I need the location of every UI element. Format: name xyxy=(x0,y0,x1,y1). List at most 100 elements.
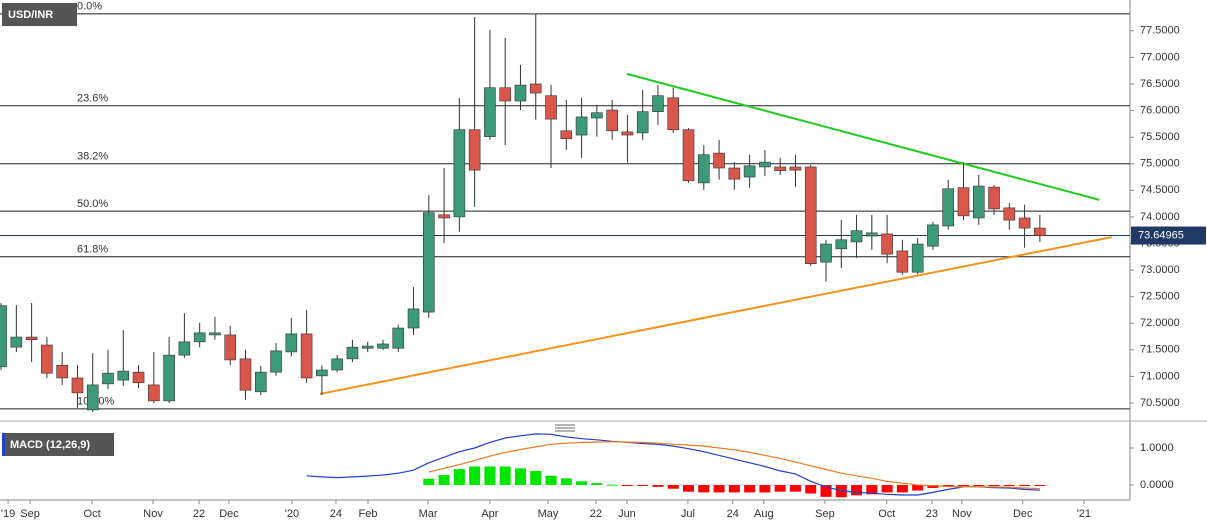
y-tick-label: 73.0000 xyxy=(1140,264,1180,276)
candle-body xyxy=(988,186,1000,210)
x-tick-label: '20 xyxy=(285,508,299,520)
candle-body xyxy=(927,224,939,247)
candle-body xyxy=(499,87,511,102)
candle-body xyxy=(285,333,298,353)
candle-body xyxy=(41,344,53,374)
y-tick-label: 72.5000 xyxy=(1140,291,1180,303)
last-price-label: 73.64965 xyxy=(1138,229,1184,241)
candle-body xyxy=(270,350,282,373)
y-tick-label: 74.5000 xyxy=(1140,184,1180,196)
histogram-bar xyxy=(1003,485,1015,487)
fib-label: 61.8% xyxy=(77,244,108,256)
indicator-line xyxy=(306,433,1040,496)
candle-body xyxy=(697,154,710,184)
histogram-bar xyxy=(973,485,985,487)
candle-body xyxy=(102,372,114,385)
candle-body xyxy=(1034,227,1046,236)
candle-body xyxy=(835,239,848,250)
y-tick-label: 75.0000 xyxy=(1140,158,1180,170)
y-tick-label: 70.5000 xyxy=(1140,397,1180,409)
trendline xyxy=(626,72,1100,201)
candle-body xyxy=(224,334,237,361)
candle-body xyxy=(713,152,725,169)
candle-body xyxy=(254,371,267,393)
histogram-bar xyxy=(453,469,465,486)
indicator-line xyxy=(428,441,1040,490)
trendline xyxy=(319,236,1112,395)
candle-body xyxy=(163,354,175,402)
candle-body xyxy=(56,364,68,379)
candle-body xyxy=(972,185,985,219)
candle-body xyxy=(529,83,542,94)
candle-body xyxy=(484,87,496,137)
candle-body xyxy=(652,95,664,112)
candle-body xyxy=(300,333,313,379)
candle-body xyxy=(636,111,649,134)
histogram-bar xyxy=(667,485,679,489)
histogram-bar xyxy=(484,466,496,486)
histogram-bar xyxy=(621,485,633,487)
candle-body xyxy=(591,112,603,119)
candle-body xyxy=(728,167,741,180)
candle-body xyxy=(789,166,802,171)
candle-body xyxy=(148,384,160,402)
x-tick-label: Jul xyxy=(681,508,695,520)
x-tick-label: Aug xyxy=(754,508,774,520)
candle-body xyxy=(178,341,191,356)
histogram-bar xyxy=(789,485,801,492)
candle-body xyxy=(896,250,909,273)
candle-body xyxy=(407,308,420,329)
candle-body xyxy=(468,129,481,171)
candle-body xyxy=(132,371,145,384)
x-tick-label: Jun xyxy=(618,508,636,520)
histogram-bar xyxy=(881,485,893,493)
candle-body xyxy=(0,305,7,368)
x-tick-label: Nov xyxy=(952,508,972,520)
candle-body xyxy=(682,129,695,182)
y-tick-label: 74.0000 xyxy=(1140,211,1180,223)
y-tick-label: 71.5000 xyxy=(1140,344,1180,356)
title-box xyxy=(2,433,114,456)
pane-handle[interactable] xyxy=(555,424,575,432)
histogram-bar xyxy=(896,485,908,493)
candle-body xyxy=(331,358,343,371)
histogram-bar xyxy=(606,484,618,486)
histogram-bar xyxy=(698,485,710,493)
y-tick-label: 77.5000 xyxy=(1140,25,1180,37)
candle-body xyxy=(514,84,527,102)
candle-body xyxy=(743,165,756,178)
candle-body xyxy=(239,358,252,391)
histogram-bar xyxy=(957,485,969,487)
candle-body xyxy=(942,188,955,227)
histogram-bar xyxy=(728,485,740,493)
x-tick-label: 22 xyxy=(193,508,205,520)
fib-label: 23.6% xyxy=(77,93,108,105)
x-tick-label: 22 xyxy=(590,508,602,520)
x-tick-label: '19 xyxy=(1,508,15,520)
x-tick-label: Dec xyxy=(1013,508,1033,520)
histogram-bar xyxy=(1034,485,1046,487)
chart-title: USD/INR xyxy=(8,9,53,21)
candle-body xyxy=(881,233,893,255)
candle-body xyxy=(804,166,817,264)
histogram-bar xyxy=(530,470,542,486)
histogram-bar xyxy=(469,466,481,486)
x-tick-label: 24 xyxy=(727,508,739,520)
candle-body xyxy=(86,384,99,411)
candle-body xyxy=(361,345,374,349)
y-tick-label: 77.0000 xyxy=(1140,51,1180,63)
x-tick-label: Sep xyxy=(815,508,835,520)
fib-label: 0.0% xyxy=(77,1,102,13)
y-tick-label: 72.0000 xyxy=(1140,317,1180,329)
histogram-bar xyxy=(591,483,603,486)
candle-body xyxy=(316,369,328,377)
candle-body xyxy=(774,166,786,171)
histogram-bar xyxy=(683,485,695,492)
x-tick-label: Apr xyxy=(481,508,498,520)
candle-body xyxy=(850,230,863,243)
candle-body xyxy=(621,131,634,136)
candle-body xyxy=(560,130,573,140)
title-box xyxy=(2,3,77,26)
histogram-bar xyxy=(912,485,924,491)
